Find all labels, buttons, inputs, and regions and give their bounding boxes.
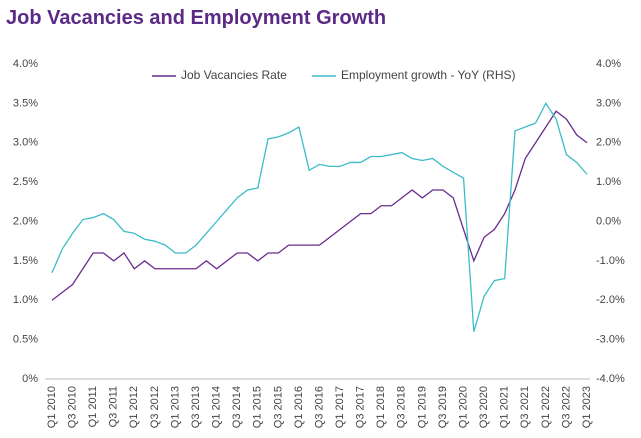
y2-tick-label: -4.0% bbox=[596, 373, 625, 385]
x-tick-label: Q3 2022 bbox=[560, 386, 572, 428]
y-tick-label: 2.0% bbox=[13, 215, 38, 227]
x-tick-label: Q1 2016 bbox=[293, 386, 305, 428]
y2-tick-label: -3.0% bbox=[596, 334, 625, 346]
legend-label: Employment growth - YoY (RHS) bbox=[341, 68, 516, 82]
y2-tick-label: 4.0% bbox=[596, 58, 621, 70]
x-tick-label: Q3 2018 bbox=[396, 386, 408, 428]
x-tick-label: Q3 2016 bbox=[313, 386, 325, 428]
y2-tick-label: 1.0% bbox=[596, 176, 621, 188]
x-tick-label: Q3 2013 bbox=[190, 386, 202, 428]
line-series bbox=[51, 110, 588, 301]
y2-tick-label: 2.0% bbox=[596, 137, 621, 149]
x-tick-label: Q3 2010 bbox=[66, 386, 78, 428]
x-tick-label: Q1 2014 bbox=[211, 386, 223, 428]
x-tick-label: Q1 2017 bbox=[334, 386, 346, 428]
x-tick-label: Q1 2020 bbox=[457, 386, 469, 428]
x-tick-label: Q1 2010 bbox=[46, 386, 58, 428]
x-tick-label: Q1 2015 bbox=[252, 386, 264, 428]
legend-label: Job Vacancies Rate bbox=[181, 68, 287, 82]
x-tick-label: Q3 2020 bbox=[478, 386, 490, 428]
y-tick-label: 3.5% bbox=[13, 97, 38, 109]
x-tick-label: Q3 2012 bbox=[149, 386, 161, 428]
x-tick-label: Q1 2019 bbox=[416, 386, 428, 428]
x-tick-label: Q1 2022 bbox=[540, 386, 552, 428]
x-tick-label: Q1 2018 bbox=[375, 386, 387, 428]
x-tick-label: Q1 2011 bbox=[87, 386, 99, 427]
chart-title: Job Vacancies and Employment Growth bbox=[6, 7, 386, 29]
y-tick-label: 2.5% bbox=[13, 176, 38, 188]
x-tick-label: Q3 2021 bbox=[519, 386, 531, 428]
y-tick-label: 1.5% bbox=[13, 255, 38, 267]
y-tick-label: 1.0% bbox=[13, 294, 38, 306]
x-tick-label: Q1 2021 bbox=[499, 386, 511, 428]
x-tick-label: Q1 2012 bbox=[128, 386, 140, 428]
y-tick-label: 4.0% bbox=[13, 58, 38, 70]
y-tick-label: 3.0% bbox=[13, 137, 38, 149]
x-tick-label: Q3 2011 bbox=[108, 386, 120, 427]
y-tick-label: 0.5% bbox=[13, 334, 38, 346]
x-tick-label: Q3 2019 bbox=[437, 386, 449, 428]
x-tick-label: Q3 2014 bbox=[231, 386, 243, 428]
line-series bbox=[51, 102, 588, 332]
y-tick-label: 0% bbox=[22, 373, 38, 385]
y2-tick-label: 0.0% bbox=[596, 215, 621, 227]
x-tick-label: Q3 2015 bbox=[272, 386, 284, 428]
x-tick-label: Q3 2017 bbox=[355, 386, 367, 428]
x-tick-label: Q1 2013 bbox=[169, 386, 181, 428]
y2-tick-label: 3.0% bbox=[596, 97, 621, 109]
y2-tick-label: -1.0% bbox=[596, 255, 625, 267]
y2-tick-label: -2.0% bbox=[596, 294, 625, 306]
x-tick-label: Q1 2023 bbox=[581, 386, 593, 428]
